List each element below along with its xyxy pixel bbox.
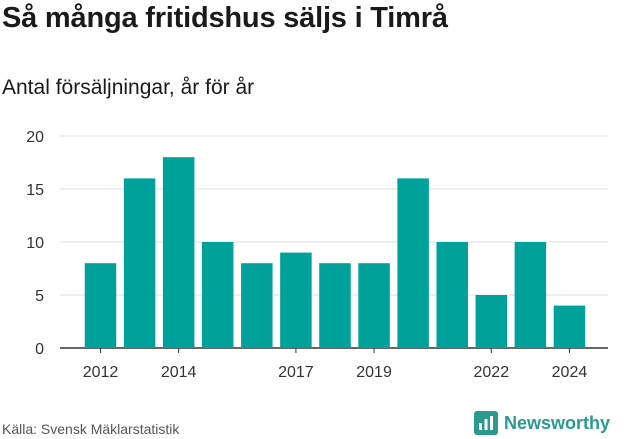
source-note: Källa: Svensk Mäklarstatistik [2,421,180,437]
bar-2023 [514,242,547,348]
x-tick-label: 2019 [356,364,392,381]
bar-2018 [319,263,351,348]
x-tick-label: 2014 [161,364,197,381]
bar-2012 [84,263,117,348]
brand-logo: Newsworthy [474,410,610,436]
bar-2017 [280,252,312,348]
x-tick-label: 2017 [278,364,314,381]
bar-2022 [475,295,508,348]
y-axis-tick-labels: 0 5 10 15 20 [26,129,44,358]
y-tick-label: 5 [35,288,44,305]
x-tick-label: 2024 [552,364,588,381]
chart-title: Så många fritidshus säljs i Timrå [2,2,448,34]
x-tick-label: 2012 [83,364,119,381]
y-tick-label: 10 [26,235,44,252]
newsworthy-logo-icon [474,411,498,435]
x-tick-label: 2022 [474,364,510,381]
bar-2015 [201,242,234,348]
bar-2024 [553,305,586,348]
bar-2019 [358,263,390,348]
bar-2013 [123,178,156,348]
brand-name: Newsworthy [504,412,611,433]
y-tick-label: 0 [35,341,44,358]
y-tick-label: 15 [26,182,44,199]
chart-subtitle: Antal försäljningar, år för år [2,76,255,99]
bars [84,157,586,348]
bar-2014 [162,157,195,348]
y-tick-label: 20 [26,129,44,146]
bar-2020 [397,178,429,348]
x-axis-tick-labels: 2012 2014 2017 2019 2022 2024 [83,348,588,381]
bar-2021 [436,242,468,348]
bar-2016 [241,263,273,348]
